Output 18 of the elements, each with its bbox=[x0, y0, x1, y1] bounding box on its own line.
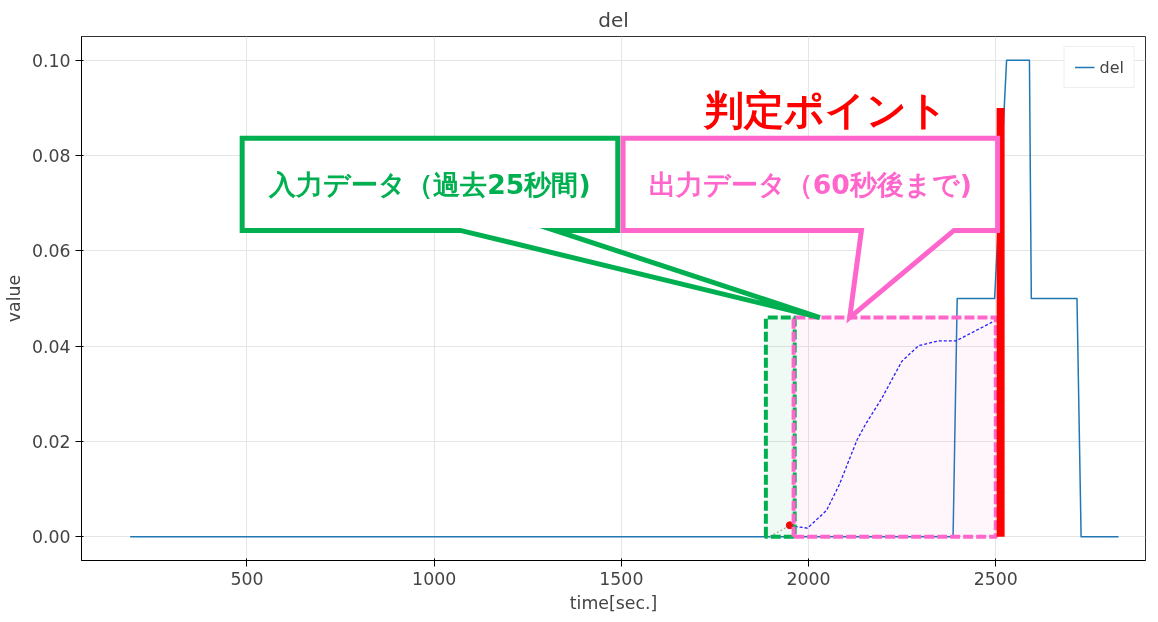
y-axis-title: value bbox=[3, 274, 24, 323]
x-tick-label: 1500 bbox=[599, 568, 644, 589]
x-tick-label: 2000 bbox=[786, 568, 831, 589]
y-tick-label: 0.00 bbox=[31, 527, 71, 548]
y-tick-label: 0.10 bbox=[31, 50, 71, 71]
x-tick-label: 2500 bbox=[973, 568, 1018, 589]
chart-title: del bbox=[598, 7, 629, 32]
x-tick-label: 500 bbox=[230, 568, 264, 589]
y-tick-label: 0.04 bbox=[31, 336, 71, 357]
x-tick-label: 1000 bbox=[412, 568, 457, 589]
annotation: 出力データ（60秒後まで) bbox=[648, 168, 972, 200]
y-tick-label: 0.02 bbox=[31, 431, 71, 452]
y-tick-label: 0.08 bbox=[31, 146, 71, 167]
x-axis-title: time[sec.] bbox=[569, 592, 658, 613]
legend-label: del bbox=[1099, 57, 1124, 77]
y-tick-label: 0.06 bbox=[31, 241, 71, 262]
annotation: 判定ポイント bbox=[703, 86, 949, 133]
annotation: 入力データ（過去25秒間) bbox=[268, 168, 591, 200]
